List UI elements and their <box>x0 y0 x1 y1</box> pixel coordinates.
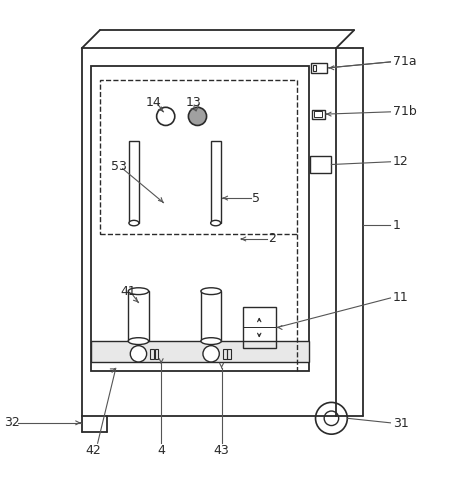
Ellipse shape <box>128 337 149 344</box>
Text: 41: 41 <box>120 285 136 298</box>
Ellipse shape <box>128 288 149 295</box>
Text: 13: 13 <box>186 96 202 109</box>
Bar <box>313 65 316 72</box>
Bar <box>150 349 154 359</box>
Bar <box>100 80 297 234</box>
Bar <box>312 110 325 119</box>
Circle shape <box>324 411 339 426</box>
Ellipse shape <box>201 337 222 344</box>
Circle shape <box>203 346 219 362</box>
Text: 43: 43 <box>214 444 229 457</box>
Circle shape <box>316 402 347 434</box>
Bar <box>128 291 149 341</box>
Bar <box>314 111 322 117</box>
Bar <box>91 341 309 361</box>
Text: 14: 14 <box>145 96 161 109</box>
Text: 1: 1 <box>393 219 400 232</box>
Bar <box>155 349 158 359</box>
Ellipse shape <box>201 288 222 295</box>
Bar <box>129 141 139 223</box>
Text: 4: 4 <box>157 444 165 457</box>
Ellipse shape <box>211 220 221 226</box>
Text: 2: 2 <box>268 232 276 245</box>
Text: 11: 11 <box>393 292 409 304</box>
Text: 71b: 71b <box>393 105 416 118</box>
Text: 53: 53 <box>111 160 127 173</box>
Bar <box>311 63 327 73</box>
Text: 42: 42 <box>85 444 101 457</box>
Text: 12: 12 <box>393 155 409 169</box>
Circle shape <box>130 346 147 362</box>
Text: 32: 32 <box>5 416 20 430</box>
Bar <box>227 349 231 359</box>
Text: 31: 31 <box>393 417 409 430</box>
Bar <box>201 291 222 341</box>
Ellipse shape <box>129 220 139 226</box>
Circle shape <box>157 107 175 126</box>
Bar <box>310 156 331 173</box>
Bar <box>223 349 227 359</box>
Bar <box>243 307 276 348</box>
Text: 71a: 71a <box>393 56 416 68</box>
Circle shape <box>188 107 207 126</box>
Bar <box>91 66 309 371</box>
Text: 5: 5 <box>252 191 260 205</box>
Bar <box>211 141 221 223</box>
